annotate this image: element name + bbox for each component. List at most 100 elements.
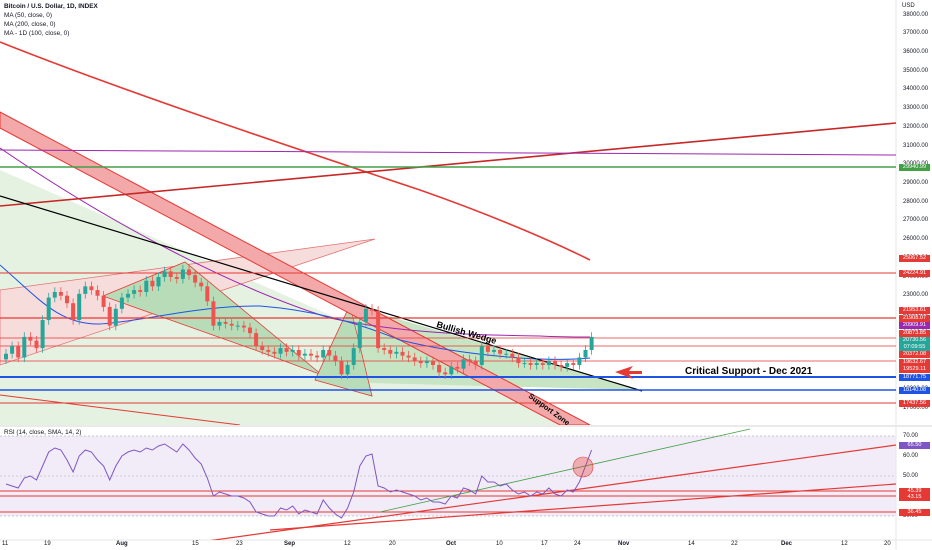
purple-resistance [0, 149, 896, 156]
rsi-title[interactable]: RSI (14, close, SMA, 14, 2) [4, 429, 82, 436]
candle [357, 321, 362, 349]
candle [266, 349, 271, 352]
price-tick: 17000.00 [903, 404, 929, 411]
ma-100-line [0, 147, 591, 338]
candle [10, 346, 15, 354]
candle [101, 295, 106, 307]
candle [89, 286, 94, 291]
price-tick: 34000.00 [903, 86, 929, 93]
candle [193, 275, 198, 283]
candle [58, 291, 63, 296]
candle [150, 280, 155, 287]
candle [589, 336, 594, 350]
rsi-highlight-circle [572, 456, 594, 478]
wedge-trendline [0, 195, 643, 392]
candle [516, 357, 521, 364]
indicator-ma50[interactable]: MA (50, close, 0) [4, 12, 52, 19]
time-tick: Sep [284, 541, 296, 547]
candles [4, 264, 594, 379]
candle [126, 293, 130, 298]
candle [351, 348, 356, 365]
rsi-tick: 30.00 [903, 512, 919, 519]
price-label-box: 20873.85 [899, 329, 930, 337]
price-label-box: 21908.07 [899, 314, 930, 322]
price-tick: 31000.00 [903, 142, 929, 149]
candle [71, 303, 76, 321]
rsi-line [5, 443, 593, 519]
rsi-pane [0, 428, 896, 540]
price-tick: 33000.00 [903, 105, 929, 112]
candle [284, 348, 289, 352]
drawings-layer [0, 41, 896, 425]
candle [223, 321, 228, 324]
rsi-label-box: 43.15 [899, 493, 930, 501]
candle [467, 359, 472, 362]
candle [461, 359, 466, 369]
candle [162, 271, 167, 277]
candle [28, 336, 33, 341]
candle [52, 291, 57, 298]
candle [4, 353, 8, 360]
rsi-tick: 70.00 [903, 432, 919, 439]
critical-support-label: Critical Support - Dec 2021 [685, 366, 813, 377]
candle [296, 349, 301, 356]
candle [83, 286, 88, 294]
candle [40, 320, 45, 349]
price-label-box: 19632.67 [899, 358, 930, 366]
time-tick: 17 [541, 541, 548, 547]
time-tick: 22 [731, 541, 738, 547]
candle [376, 310, 381, 349]
candle [339, 361, 344, 375]
candle [412, 357, 417, 362]
candle [229, 323, 234, 326]
price-label-box: 20909.91 [899, 321, 930, 329]
time-tick: Dec [781, 541, 793, 547]
rsi-tick: 50.00 [903, 472, 919, 479]
candle [559, 364, 564, 367]
candle [437, 364, 442, 373]
candle [498, 349, 503, 354]
candle [272, 351, 277, 354]
candle [546, 361, 551, 365]
candle [571, 363, 576, 365]
candle [577, 357, 582, 365]
candle [321, 349, 326, 358]
time-tick: 10 [496, 541, 503, 547]
candle [77, 293, 82, 321]
price-label-box: 17437.56 [899, 399, 930, 407]
price-tick: 36000.00 [903, 48, 929, 55]
price-label-box: 21953.61 [899, 306, 930, 314]
candle [290, 349, 295, 352]
rsi-trend-red [210, 444, 896, 540]
candle [492, 349, 496, 352]
price-tick: 24000.00 [903, 273, 929, 280]
candle [144, 280, 149, 292]
candle [107, 306, 112, 326]
rsi-label-box: 36.45 [899, 508, 930, 516]
chart-title: Bitcoin / U.S. Dollar, 1D, INDEX [4, 3, 98, 10]
candle [16, 346, 21, 358]
candle [138, 290, 143, 292]
candle [455, 366, 460, 369]
candle [479, 346, 484, 365]
candle [46, 297, 51, 321]
candle [278, 348, 283, 354]
price-label-box: 07:09:55 [899, 343, 930, 351]
candle [565, 363, 570, 367]
rsi-label-box: 45.39 [899, 487, 930, 495]
candle [235, 325, 240, 327]
candle [302, 353, 307, 356]
candle [510, 353, 515, 358]
time-tick: 20 [389, 541, 396, 547]
rsi-trend-green [379, 428, 751, 513]
indicator-ma100[interactable]: MA - 1D (100, close, 0) [4, 30, 70, 37]
price-tick: 28000.00 [903, 198, 929, 205]
time-tick: 14 [688, 541, 695, 547]
indicator-ma200[interactable]: MA (200, close, 0) [4, 21, 56, 28]
time-tick: 12 [344, 541, 351, 547]
candle [168, 271, 173, 277]
price-label-box: 19529.11 [899, 365, 930, 373]
currency-label: USD [902, 3, 915, 9]
candle [315, 355, 320, 358]
